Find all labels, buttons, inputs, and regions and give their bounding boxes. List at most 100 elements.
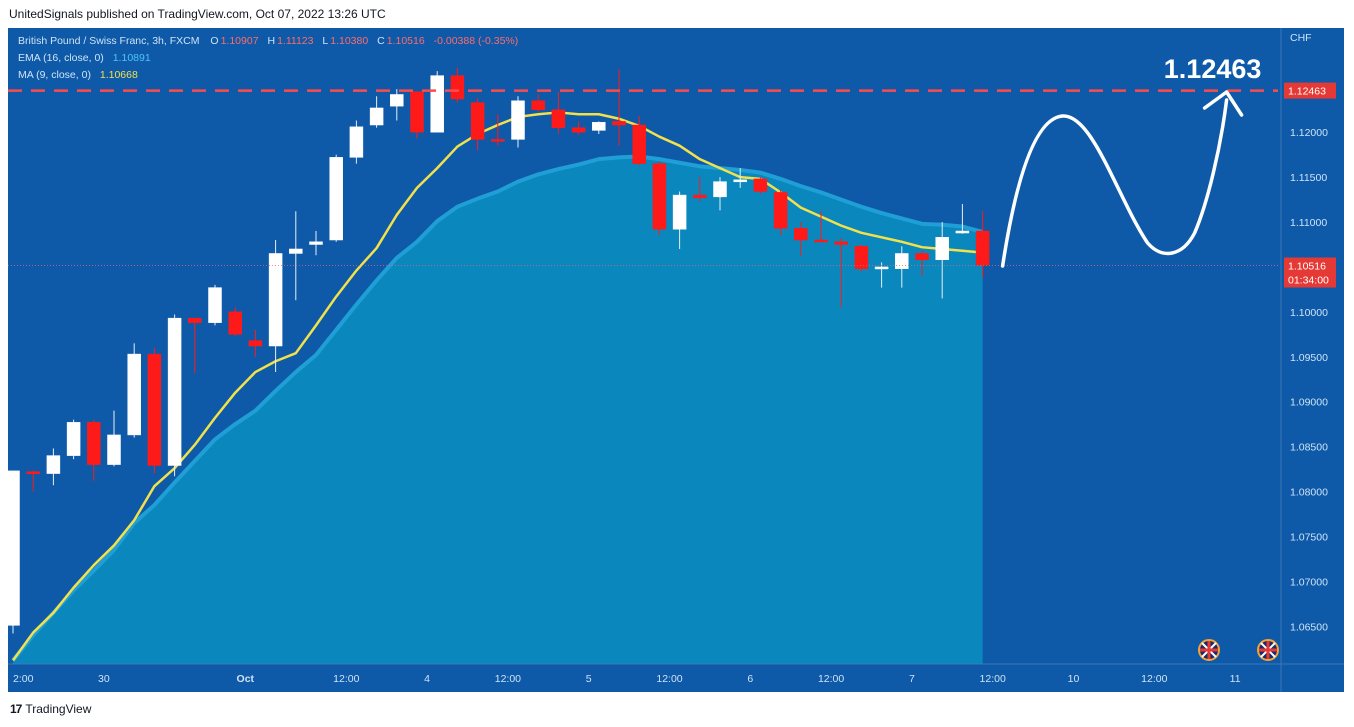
x-tick-label: 11 [1230, 673, 1241, 685]
candle[interactable] [531, 94, 545, 112]
candle-body [450, 75, 465, 100]
candle-body [834, 241, 848, 245]
candle[interactable] [773, 189, 788, 236]
candle[interactable] [289, 211, 303, 301]
candle[interactable] [410, 91, 424, 139]
candle[interactable] [188, 317, 202, 373]
y-tick-label: 1.07500 [1290, 531, 1328, 543]
candle[interactable] [248, 329, 263, 357]
legend-ema-label: EMA (16, close, 0) [18, 52, 104, 64]
candle[interactable] [208, 284, 222, 326]
candle-body [713, 181, 727, 198]
y-tick-label: 1.08000 [1290, 487, 1328, 499]
candle[interactable] [854, 244, 869, 272]
candle[interactable] [8, 470, 20, 634]
candle[interactable] [309, 231, 323, 256]
candle-body [167, 317, 182, 466]
legend-ma: MA (9, close, 0) 1.10668 [18, 69, 138, 81]
y-tick-label: 1.09000 [1290, 397, 1328, 409]
candle[interactable] [814, 211, 828, 243]
candle-body [592, 122, 606, 131]
candle[interactable] [895, 246, 909, 288]
candle[interactable] [915, 250, 929, 276]
legend-ema: EMA (16, close, 0) 1.10891 [18, 52, 151, 64]
candle[interactable] [268, 240, 283, 373]
candle[interactable] [511, 96, 525, 148]
legend-high: 1.11123 [277, 35, 314, 47]
legend-low: 1.10380 [330, 35, 369, 47]
legend-low-label: L [322, 35, 329, 47]
candle[interactable] [491, 114, 505, 146]
legend-ma-value: 1.10668 [99, 69, 138, 81]
x-tick-label: 30 [98, 673, 110, 685]
candle[interactable] [107, 410, 121, 467]
candle[interactable] [612, 69, 626, 146]
candle[interactable] [430, 71, 444, 133]
candle[interactable] [794, 222, 808, 257]
candle-body [208, 287, 222, 323]
candle[interactable] [733, 168, 747, 188]
candle-body [147, 353, 162, 466]
candle-body [390, 94, 404, 107]
candle[interactable] [167, 314, 182, 477]
ema-area-fill [13, 156, 983, 664]
candle[interactable] [672, 191, 687, 249]
candle[interactable] [26, 470, 40, 492]
candle[interactable] [329, 154, 343, 242]
candle[interactable] [834, 238, 848, 308]
candle[interactable] [127, 343, 141, 438]
candle[interactable] [66, 419, 81, 460]
candle-body [87, 422, 101, 465]
candle[interactable] [450, 67, 465, 103]
candle[interactable] [349, 120, 364, 164]
legend-ema-value: 1.10891 [112, 52, 151, 64]
candle-body [410, 91, 424, 133]
candle[interactable] [753, 177, 768, 195]
legend-change: -0.00388 (-0.35%) [433, 35, 519, 47]
candle[interactable] [551, 91, 566, 134]
candle[interactable] [369, 96, 384, 128]
candle[interactable] [652, 161, 667, 236]
x-tick-label: 12:00 [495, 673, 521, 685]
candle-body [693, 194, 707, 199]
candle[interactable] [470, 98, 485, 151]
candle-body [369, 107, 384, 126]
candle-body [551, 109, 566, 128]
candle[interactable] [592, 121, 606, 134]
current-price-label-text: 1.10516 [1288, 261, 1326, 273]
candle[interactable] [87, 419, 101, 481]
candle[interactable] [693, 177, 707, 202]
candle-body [733, 179, 747, 183]
tradingview-footer[interactable]: 17 TradingView [10, 702, 91, 716]
candle[interactable] [147, 347, 162, 474]
candle[interactable] [935, 222, 949, 299]
candle-body [571, 127, 586, 133]
currency-label: CHF [1290, 32, 1312, 44]
legend-open-label: O [210, 35, 219, 47]
x-tick-label: 4 [424, 673, 430, 685]
candle[interactable] [975, 211, 990, 278]
price-chart[interactable]: 1.12463 1.12000 1.11500 1.11000 1.10000 1.09… [8, 28, 1344, 692]
y-tick-label: 1.10000 [1290, 307, 1328, 319]
candle[interactable] [46, 448, 61, 486]
candle[interactable] [632, 116, 646, 166]
uk-flag-icon[interactable] [1198, 639, 1220, 661]
x-tick-label: 12:00 [1141, 673, 1167, 685]
y-tick-label: 1.08500 [1290, 442, 1328, 454]
target-price-label-text: 1.12463 [1288, 86, 1326, 98]
candle-body [632, 124, 646, 164]
candle[interactable] [713, 177, 727, 211]
candle[interactable] [228, 307, 242, 337]
chart-frame[interactable]: 1.12463 1.12000 1.11500 1.11000 1.10000 1.09… [8, 28, 1344, 692]
uk-flag-icon[interactable] [1257, 639, 1279, 661]
candle[interactable] [390, 89, 404, 121]
candle[interactable] [955, 204, 970, 234]
x-tick-label: 5 [586, 673, 592, 685]
candle[interactable] [874, 262, 889, 288]
candle-body [773, 192, 788, 229]
candle-body [753, 178, 768, 192]
candle-body [854, 246, 869, 269]
candle[interactable] [571, 121, 586, 135]
legend-close: 1.10516 [386, 35, 425, 47]
candle-body [248, 340, 263, 347]
